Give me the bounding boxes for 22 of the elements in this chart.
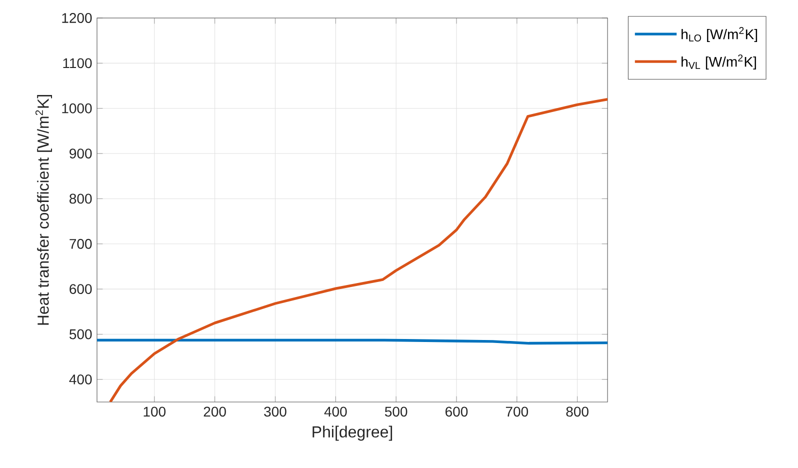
line-series: [108, 98, 608, 402]
y-tick-label: 700: [70, 238, 92, 249]
y-tick-label: 1000: [62, 103, 92, 114]
x-tick-label: 400: [324, 406, 347, 417]
x-tick-label: 200: [204, 406, 226, 417]
y-tick-label: 400: [69, 374, 92, 384]
legend-label: h$_{LO}$ [W/m$^{2}$K]: [682, 27, 758, 42]
x-tick-label: 800: [566, 406, 588, 417]
y-tick-label: 1100: [63, 58, 92, 68]
y-tick-label: 800: [70, 194, 92, 204]
x-tick-label: 700: [506, 406, 528, 417]
y-tick-label: 500: [70, 329, 92, 340]
y-tick-label: 900: [70, 148, 92, 158]
x-tick-label: 100: [144, 406, 166, 417]
x-axis-title: Phi[degree]: [312, 426, 392, 441]
y-tick-label: 600: [70, 284, 92, 294]
y-tick-label: 1200: [62, 13, 92, 23]
x-tick-label: 300: [264, 406, 286, 417]
y-axis-title: Heat transfer coefficient [W/m$^{2}$K]: [35, 95, 52, 325]
legend-label: h$_{VL}$ [W/m$^{2}$K]: [682, 54, 756, 70]
x-tick-label: 600: [446, 406, 468, 417]
x-tick-label: 500: [384, 406, 408, 417]
